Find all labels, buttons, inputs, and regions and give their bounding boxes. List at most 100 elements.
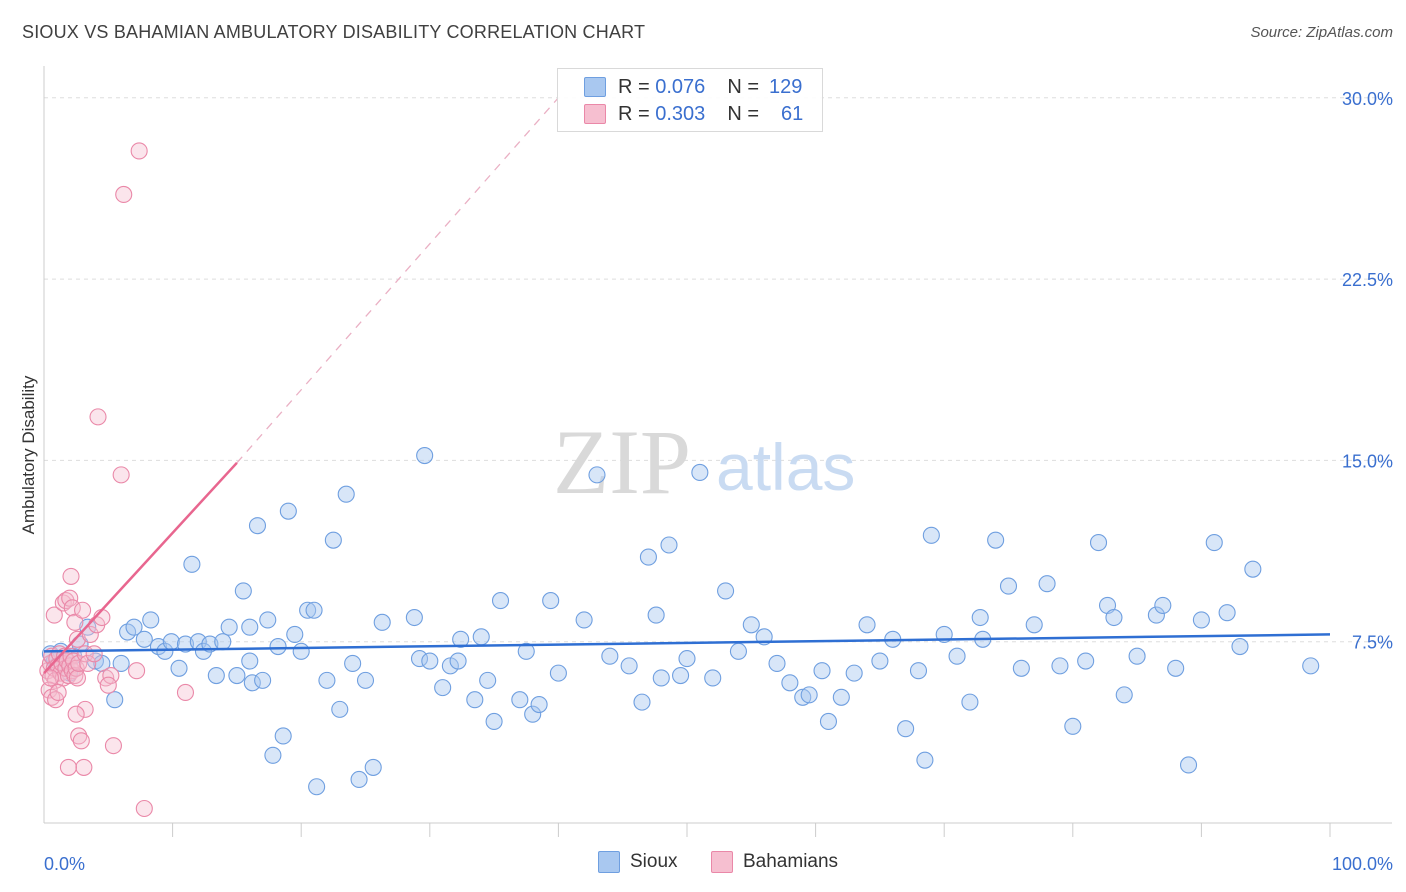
sioux-legend-swatch xyxy=(598,851,620,873)
bahamians-legend-swatch xyxy=(711,851,733,873)
sioux-point xyxy=(405,608,423,627)
sioux-point xyxy=(691,463,709,482)
sioux-point xyxy=(183,555,201,573)
sioux-point xyxy=(472,628,490,646)
sioux-swatch xyxy=(584,77,606,97)
sioux-point xyxy=(1147,606,1165,624)
legend-row-sioux: R = 0.076 N = 129 xyxy=(558,74,802,100)
sioux-point xyxy=(1205,534,1223,552)
bahamians-point xyxy=(76,700,94,718)
sioux-point xyxy=(259,611,277,629)
y-tick-label: 30.0% xyxy=(1342,89,1393,109)
sioux-point xyxy=(1231,637,1249,656)
sioux-point xyxy=(1105,608,1123,627)
sioux-point xyxy=(220,618,238,636)
bahamians-point xyxy=(74,601,92,619)
sioux-point xyxy=(742,616,760,634)
bahamians-point xyxy=(67,705,85,723)
bahamians-trend-extension xyxy=(236,97,559,464)
legend-row-bahamians: R = 0.303 N = 61 xyxy=(558,101,803,127)
n-label: N = xyxy=(727,102,759,125)
bahamians-point xyxy=(66,613,84,631)
sioux-point xyxy=(549,664,567,682)
sioux-point xyxy=(479,671,497,689)
sioux-point xyxy=(234,582,252,600)
sioux-point xyxy=(1089,534,1108,552)
sioux-point xyxy=(1077,652,1095,670)
sioux-point xyxy=(452,630,470,648)
bottom-legend-sioux: Sioux xyxy=(598,851,678,873)
sioux-point xyxy=(800,686,818,704)
sioux-point xyxy=(214,633,232,651)
bahamians-point xyxy=(70,727,88,745)
bahamians-swatch xyxy=(584,104,606,124)
r-label: R = xyxy=(618,75,650,98)
bahamians-point xyxy=(128,662,146,680)
sioux-point xyxy=(1051,657,1069,675)
sioux-point xyxy=(466,691,484,709)
trend-lines xyxy=(43,97,1331,674)
sioux-point xyxy=(308,778,326,796)
bahamians-point xyxy=(72,732,90,750)
sioux-point xyxy=(530,695,548,714)
sioux-point xyxy=(491,592,510,610)
stats-legend: R = 0.076 N = 129 R = 0.303 N = 61 xyxy=(557,68,823,132)
sioux-point xyxy=(845,664,863,682)
bahamians-point xyxy=(49,683,67,702)
watermark-atlas: atlas xyxy=(716,430,855,504)
sioux-point xyxy=(364,758,382,776)
bahamians-point xyxy=(41,669,59,687)
bahamians-point xyxy=(104,737,122,755)
sioux-point xyxy=(241,652,259,670)
sioux-point xyxy=(421,652,439,670)
sioux-point xyxy=(228,666,246,685)
watermark: ZIP atlas xyxy=(553,411,855,513)
sioux-point xyxy=(254,671,272,689)
sioux-point xyxy=(1012,659,1030,677)
sioux-point xyxy=(672,666,690,685)
sioux-point xyxy=(1128,647,1146,665)
sioux-point xyxy=(897,720,915,738)
sioux-point xyxy=(416,446,434,465)
sioux-point xyxy=(449,652,467,670)
sioux-point xyxy=(633,693,651,711)
sioux-point xyxy=(858,616,876,634)
sioux-point xyxy=(135,630,153,648)
bahamians-legend-label: Bahamians xyxy=(743,851,839,872)
bahamians-point xyxy=(63,599,81,617)
sioux-point xyxy=(331,700,349,718)
sioux-point xyxy=(274,727,292,745)
gridlines xyxy=(44,97,1392,643)
sioux-point xyxy=(511,691,529,709)
sioux-point xyxy=(344,654,362,672)
sioux-point xyxy=(248,517,267,535)
sioux-points xyxy=(41,446,1320,796)
sioux-point xyxy=(1218,604,1236,622)
sioux-point xyxy=(660,536,678,554)
sioux-point xyxy=(299,601,317,619)
source-credit: Source: ZipAtlas.com xyxy=(1250,24,1393,41)
sioux-point xyxy=(1064,717,1082,735)
bahamians-point xyxy=(176,683,195,702)
y-tick-label: 7.5% xyxy=(1352,633,1393,653)
sioux-point xyxy=(922,526,940,544)
sioux-point xyxy=(1244,560,1262,578)
bahamians-points xyxy=(39,142,195,818)
sioux-point xyxy=(434,679,452,697)
bahamians-point xyxy=(115,185,133,204)
bahamians-point xyxy=(59,758,77,776)
bahamians-point xyxy=(81,625,99,643)
sioux-point xyxy=(832,688,850,706)
sioux-point xyxy=(620,657,638,675)
bottom-legend-bahamians: Bahamians xyxy=(711,851,838,873)
sioux-point xyxy=(819,712,838,731)
sioux-point xyxy=(948,647,966,665)
sioux-point xyxy=(264,746,282,764)
bahamians-trend-line xyxy=(43,461,238,674)
sioux-point xyxy=(156,642,174,660)
x-tick-label: 100.0% xyxy=(1332,854,1393,874)
r-value: 0.303 xyxy=(655,102,706,125)
bahamians-point xyxy=(89,408,107,426)
sioux-point xyxy=(112,654,130,672)
sioux-point xyxy=(729,642,747,660)
